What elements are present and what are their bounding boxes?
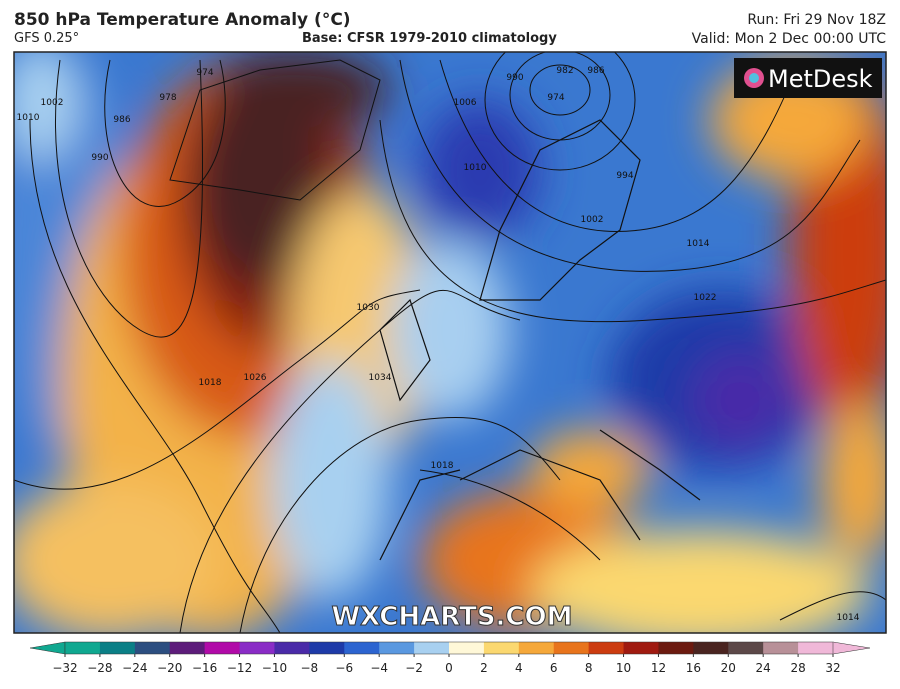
isobar-label: 1034 bbox=[369, 373, 392, 383]
isobar-label: 986 bbox=[113, 115, 130, 125]
colorbar-segment bbox=[169, 642, 206, 654]
isobar-label: 986 bbox=[587, 66, 604, 76]
isobar-label: 1030 bbox=[357, 303, 380, 313]
colorbar-segment bbox=[134, 642, 171, 654]
colorbar-segment bbox=[65, 642, 101, 654]
isobar-label: 1010 bbox=[17, 113, 40, 123]
colorbar-label: −8 bbox=[301, 661, 319, 675]
isobar-label: 990 bbox=[506, 73, 523, 83]
colorbar-segment bbox=[693, 642, 729, 654]
colorbar-segment bbox=[553, 642, 590, 654]
colorbar-segment bbox=[763, 642, 799, 654]
run: Run: Fri 29 Nov 18Z bbox=[747, 12, 886, 28]
isobar-label: 974 bbox=[547, 93, 564, 103]
colorbar-end bbox=[832, 641, 871, 655]
isobar-label: 1018 bbox=[199, 378, 222, 388]
valid: Valid: Mon 2 Dec 00:00 UTC bbox=[691, 31, 886, 47]
colorbar-label: −12 bbox=[227, 661, 252, 675]
title: 850 hPa Temperature Anomaly (°C) bbox=[14, 10, 351, 30]
colorbar-label: −28 bbox=[87, 661, 112, 675]
colorbar-label: 2 bbox=[480, 661, 488, 675]
colorbar-label: −6 bbox=[335, 661, 353, 675]
model: GFS 0.25° bbox=[14, 31, 80, 46]
isobar-label: 1010 bbox=[464, 163, 487, 173]
colorbar-segment bbox=[518, 642, 555, 654]
colorbar-segment bbox=[239, 642, 275, 654]
colorbar-label: −32 bbox=[52, 661, 77, 675]
colorbar-segment bbox=[344, 642, 380, 654]
colorbar-frame bbox=[64, 641, 834, 655]
colorbar-label: −2 bbox=[405, 661, 423, 675]
colorbar-label: 12 bbox=[651, 661, 666, 675]
logo: MetDesk bbox=[768, 65, 873, 93]
colorbar-label: −24 bbox=[122, 661, 147, 675]
isobar-label: 990 bbox=[91, 153, 108, 163]
colorbar-label: −20 bbox=[157, 661, 182, 675]
colorbar-segment bbox=[309, 642, 345, 654]
colorbar-segment bbox=[588, 642, 625, 654]
colorbar-label: 24 bbox=[756, 661, 771, 675]
colorbar-label: 28 bbox=[790, 661, 805, 675]
colorbar-end bbox=[29, 641, 66, 655]
colorbar-segment bbox=[379, 642, 415, 654]
colorbar-segment bbox=[623, 642, 659, 654]
colorbar-segment bbox=[204, 642, 241, 654]
colorbar-label: 8 bbox=[585, 661, 593, 675]
colorbar-label: 16 bbox=[686, 661, 701, 675]
isobar-label: 974 bbox=[196, 68, 213, 78]
colorbar-segment bbox=[658, 642, 694, 654]
colorbar-label: 6 bbox=[550, 661, 558, 675]
base: Base: CFSR 1979-2010 climatology bbox=[302, 31, 557, 46]
colorbar-label: −10 bbox=[262, 661, 287, 675]
colorbar-segment bbox=[99, 642, 136, 654]
isobar-label: 1002 bbox=[581, 215, 604, 225]
watermark: WXCHARTS.COM bbox=[331, 602, 572, 632]
colorbar-segment bbox=[483, 642, 520, 654]
isobar-label: 982 bbox=[556, 66, 573, 76]
colorbar-segment bbox=[414, 642, 450, 654]
colorbar-segment bbox=[798, 642, 834, 654]
colorbar-label: 10 bbox=[616, 661, 631, 675]
isobar-label: 1026 bbox=[244, 373, 267, 383]
colorbar-label: −4 bbox=[370, 661, 388, 675]
colorbar-label: 20 bbox=[721, 661, 736, 675]
colorbar-segment bbox=[728, 642, 764, 654]
isobar-label: 1018 bbox=[431, 461, 454, 471]
isobar-label: 1014 bbox=[687, 239, 710, 249]
isobar-label: 994 bbox=[616, 171, 633, 181]
isobar-label: 1002 bbox=[41, 98, 64, 108]
colorbar-label: −16 bbox=[192, 661, 217, 675]
colorbar-segment bbox=[449, 642, 485, 654]
isobar-label: 1014 bbox=[837, 613, 860, 623]
isobar-label: 978 bbox=[159, 93, 176, 103]
colorbar-segment bbox=[274, 642, 310, 654]
isobar-label: 1006 bbox=[454, 98, 477, 108]
isobar-label: 1022 bbox=[694, 293, 717, 303]
isobars bbox=[14, 52, 886, 633]
colorbar-label: 0 bbox=[445, 661, 453, 675]
colorbar-label: 4 bbox=[515, 661, 523, 675]
colorbar: −32 −28 −24 −20 −16 −12 −10 −8 −6 −4 −2 0 2 4 6 8 10 12 16… bbox=[29, 641, 871, 675]
colorbar-label: 32 bbox=[825, 661, 840, 675]
